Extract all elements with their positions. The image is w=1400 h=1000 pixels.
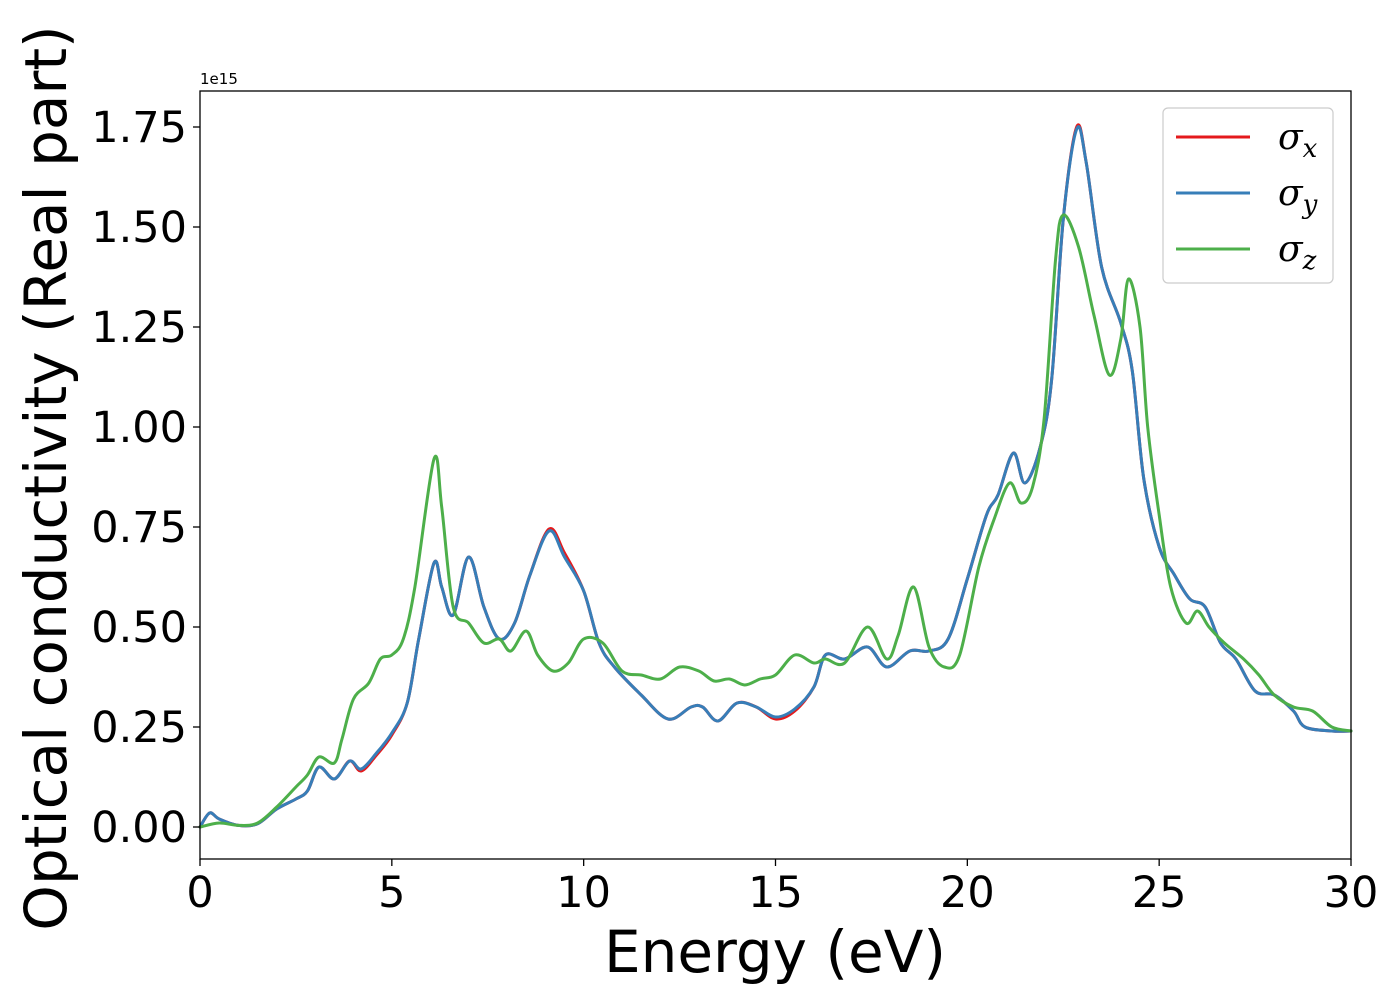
x-tick-label: 5 bbox=[378, 868, 405, 918]
legend-symbol: σ bbox=[1278, 117, 1304, 158]
x-axis-title: Energy (eV) bbox=[604, 918, 946, 986]
y-tick-label: 0.00 bbox=[91, 803, 187, 853]
x-tick-label: 0 bbox=[186, 868, 213, 918]
series-line-sigma-y bbox=[198, 125, 1353, 829]
series-line-sigma-z bbox=[198, 213, 1353, 829]
legend-subscript: z bbox=[1302, 246, 1317, 276]
x-tick-label: 10 bbox=[556, 868, 611, 918]
y-axis-title: Optical conductivity (Real part) bbox=[12, 25, 80, 930]
legend-subscript: x bbox=[1303, 134, 1318, 164]
x-tick-label: 20 bbox=[940, 868, 995, 918]
x-tick-label: 25 bbox=[1132, 868, 1187, 918]
legend-subscript: y bbox=[1302, 190, 1318, 220]
legend-label-sigma-y: σy bbox=[1278, 173, 1318, 220]
y-tick-label: 0.75 bbox=[91, 503, 187, 553]
y-tick-label: 0.50 bbox=[91, 603, 187, 653]
y-tick-label: 1.75 bbox=[91, 103, 187, 153]
y-tick-label: 0.25 bbox=[91, 703, 187, 753]
y-tick-label: 1.25 bbox=[91, 303, 187, 353]
legend-box bbox=[1162, 107, 1334, 284]
y-tick-label: 1.00 bbox=[91, 403, 187, 453]
x-tick-label: 30 bbox=[1324, 868, 1379, 918]
legend-label-sigma-x: σx bbox=[1278, 117, 1318, 164]
legend-label-sigma-z: σz bbox=[1278, 229, 1317, 276]
x-axis: 0 5 10 15 20 25 30 bbox=[186, 859, 1378, 918]
y-offset-label: 1e15 bbox=[200, 70, 238, 88]
y-axis: 0.00 0.25 0.50 0.75 1.00 1.25 1.50 1.75 bbox=[91, 103, 200, 853]
x-tick-label: 15 bbox=[748, 868, 803, 918]
y-tick-label: 1.50 bbox=[91, 203, 187, 253]
legend-symbol: σ bbox=[1278, 173, 1304, 214]
legend-symbol: σ bbox=[1278, 229, 1304, 270]
series-layer bbox=[198, 123, 1353, 829]
